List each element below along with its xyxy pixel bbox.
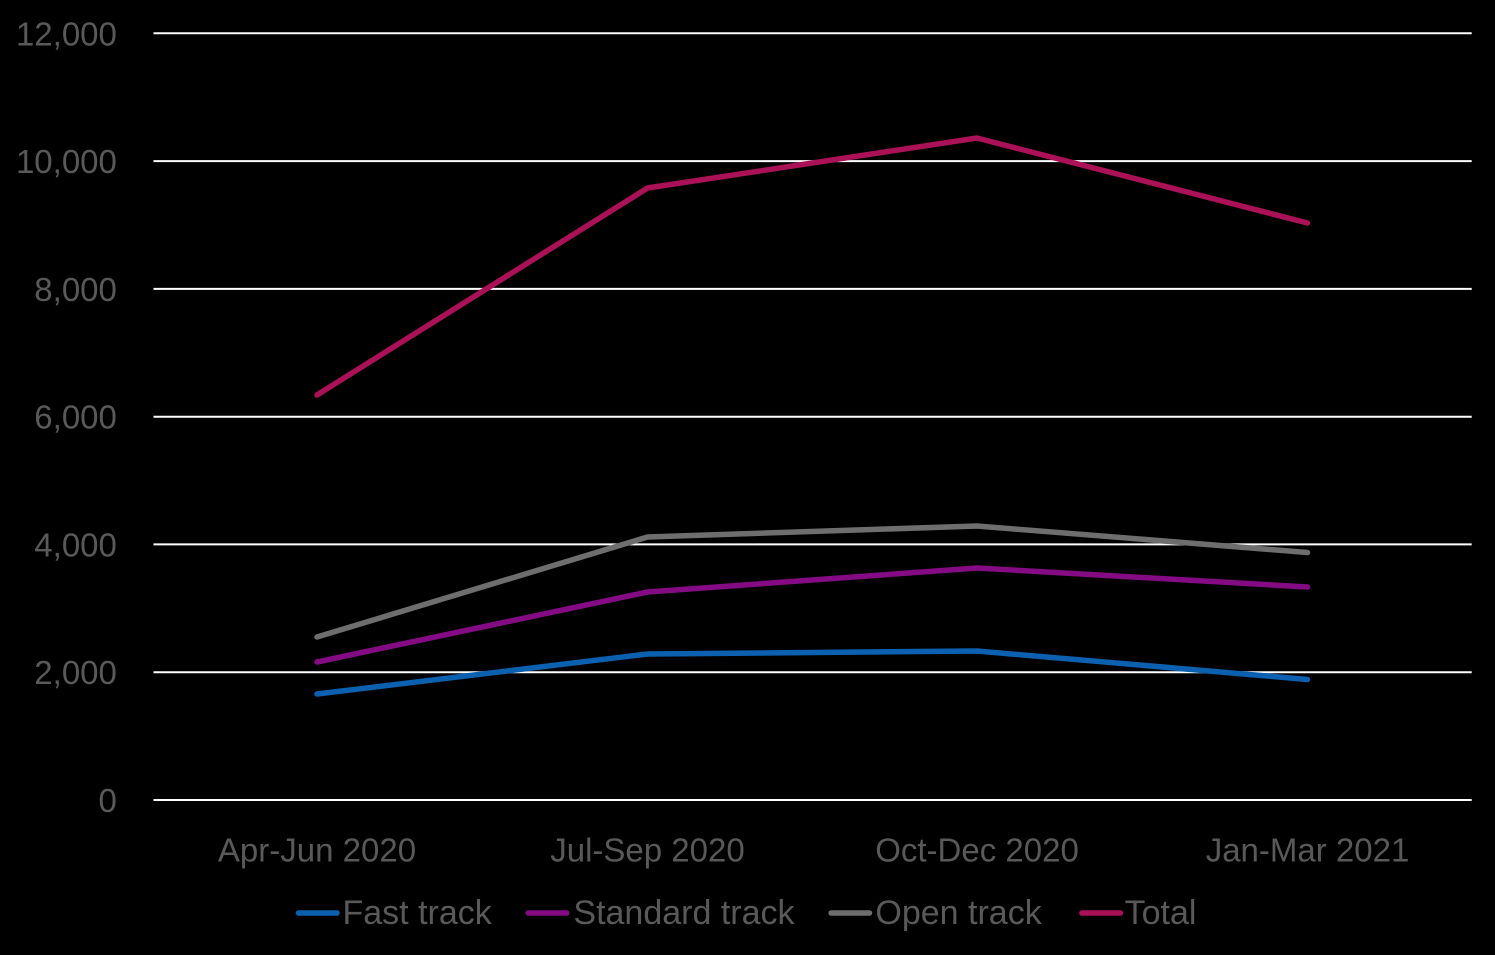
svg-text:Oct-Dec 2020: Oct-Dec 2020	[875, 832, 1079, 869]
svg-text:Open track: Open track	[875, 894, 1042, 932]
svg-text:4,000: 4,000	[34, 526, 117, 563]
svg-text:0: 0	[99, 782, 117, 819]
svg-text:6,000: 6,000	[34, 399, 117, 436]
svg-text:Standard track: Standard track	[573, 894, 795, 932]
svg-text:Fast track: Fast track	[343, 894, 493, 932]
svg-text:Jan-Mar 2021: Jan-Mar 2021	[1206, 832, 1410, 869]
svg-text:2,000: 2,000	[34, 654, 117, 691]
svg-text:Apr-Jun 2020: Apr-Jun 2020	[218, 832, 416, 869]
svg-text:8,000: 8,000	[34, 271, 117, 308]
svg-text:10,000: 10,000	[16, 143, 117, 180]
svg-text:12,000: 12,000	[16, 15, 117, 52]
svg-text:Jul-Sep 2020: Jul-Sep 2020	[550, 832, 744, 869]
svg-text:Total: Total	[1125, 894, 1197, 932]
